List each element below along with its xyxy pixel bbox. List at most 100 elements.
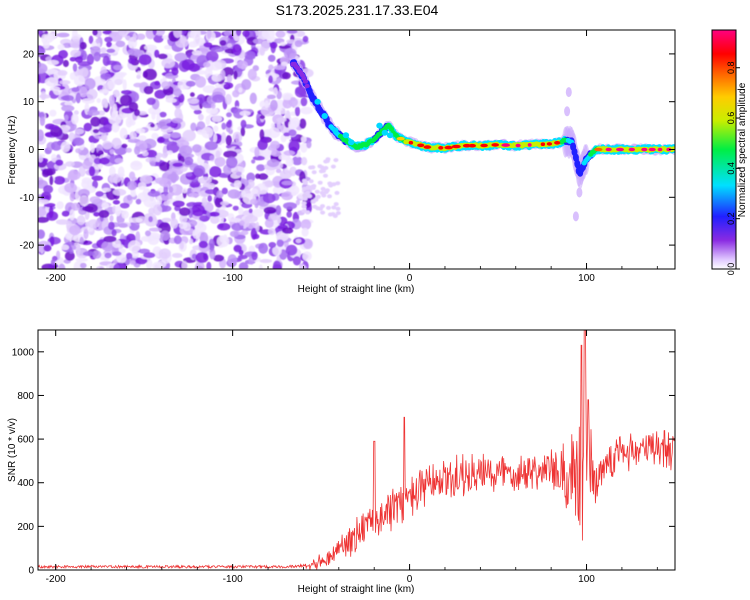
spectrogram-noise-blob xyxy=(168,186,174,193)
spectrogram-noise-blob xyxy=(102,140,113,150)
spectrogram-noise-blob xyxy=(38,94,51,99)
spectrogram-noise-blob xyxy=(170,132,181,139)
spectrogram-noise-blob xyxy=(195,252,209,263)
spectrogram-noise-blob xyxy=(250,227,258,240)
snr-y-ticks: 0 200 400 600 800 1000 xyxy=(12,347,675,577)
spectrogram-noise-blob xyxy=(232,205,239,211)
spectrogram-noise-blob xyxy=(104,252,112,259)
spectrogram-noise-blob xyxy=(170,218,179,229)
spectrogram-noise-blob xyxy=(227,119,232,125)
spectrogram-noise-blob xyxy=(143,68,157,81)
spectrogram-noise-blob xyxy=(64,114,69,122)
spectrogram-noise-blob xyxy=(205,107,219,115)
spectrogram-noise-blob xyxy=(220,69,226,80)
spectrogram-noise-blob xyxy=(109,215,114,222)
spectrogram-noise-blob xyxy=(264,218,274,228)
spectrogram-noise-blob xyxy=(49,86,61,91)
spectrogram-noise-blob xyxy=(104,36,113,43)
spectrogram-noise-blob xyxy=(46,211,59,221)
spectrogram-noise-blob xyxy=(254,146,260,158)
spectrogram-noise-blob xyxy=(335,211,341,216)
spectrogram-noise-blob xyxy=(283,202,297,210)
spectrogram-noise-blob xyxy=(127,48,142,56)
spectrogram-noise-blob xyxy=(166,122,176,127)
spectrogram-noise-blob xyxy=(232,43,242,56)
spectrogram-noise-blob xyxy=(248,208,253,214)
spectrogram-noise-blob xyxy=(76,243,81,256)
spectrogram-ridge-peak xyxy=(648,147,656,152)
spectrogram-noise-blob xyxy=(103,235,117,243)
spectrogram-noise-blob xyxy=(172,162,183,167)
y-tick-label: 600 xyxy=(17,435,34,446)
spectrogram-noise-blob xyxy=(57,44,65,50)
spectrogram-noise-blob xyxy=(109,166,116,177)
spectrogram-noise-blob xyxy=(137,70,142,76)
spectrogram-noise-blob xyxy=(306,193,312,198)
spectrogram-noise-blob xyxy=(301,227,309,237)
spectrogram-noise-blob xyxy=(238,262,249,269)
spectrogram-noise-blob xyxy=(245,54,256,60)
spectrogram-noise-blob xyxy=(226,112,232,118)
x-tick-label: 100 xyxy=(578,574,595,585)
spectrogram-noise-blob xyxy=(227,189,241,199)
spectrogram-noise-blob xyxy=(285,244,298,256)
spectrogram-noise-blob xyxy=(143,85,154,95)
spectrogram-ridge-peak xyxy=(527,143,532,147)
spectrogram-noise-blob xyxy=(128,119,136,126)
spectrogram-noise-blob xyxy=(101,130,107,142)
spectrogram-noise-blob xyxy=(161,81,171,90)
spectrogram-noise-blob xyxy=(302,196,308,201)
x-tick-label: -100 xyxy=(223,273,243,284)
spectrogram-ridge xyxy=(289,56,675,222)
spectrogram-noise-blob xyxy=(189,179,201,189)
spectrogram-noise-blob xyxy=(43,185,54,194)
y-tick-label: 0 xyxy=(28,145,34,156)
spectrogram-noise-blob xyxy=(275,205,282,216)
spectrogram-noise-blob xyxy=(101,187,111,192)
spectrogram-noise-blob xyxy=(211,115,223,123)
colorbar-tick-label: 0.8 xyxy=(726,61,736,74)
spectrogram-noise-blob xyxy=(84,203,98,213)
spectrogram-noise-blob xyxy=(179,207,191,216)
spectrogram-noise-blob xyxy=(266,159,280,168)
spectrogram-noise-blob xyxy=(96,98,101,104)
spectrogram-noise-blob xyxy=(305,210,311,215)
spectrogram-noise-blob xyxy=(128,102,139,112)
spectrogram-noise-blob xyxy=(82,160,93,170)
spectrogram-noise-blob xyxy=(152,204,163,216)
spectrogram-noise-blob xyxy=(267,127,281,138)
spectrogram-noise-blob xyxy=(232,90,240,98)
spectrogram-noise-blob xyxy=(251,251,258,261)
spectrogram-noise-blob xyxy=(214,156,226,167)
spectrogram-noise-blob xyxy=(127,240,141,253)
spectrogram-noise-blob xyxy=(119,127,128,140)
spectrogram-noise-blob xyxy=(271,150,282,157)
spectrogram-noise-blob xyxy=(211,103,216,109)
spectrogram-noise-blob xyxy=(209,155,215,161)
spectrogram-noise-blob xyxy=(111,137,122,149)
spectrogram-noise-blob xyxy=(191,204,206,217)
spectrogram-noise-blob xyxy=(83,122,93,132)
spectrogram-noise-blob xyxy=(190,92,195,97)
spectrogram-noise-blob xyxy=(290,97,296,102)
spectrogram-noise-blob xyxy=(257,139,268,151)
spectrogram-noise-blob xyxy=(240,126,246,137)
spectrogram-noise-blob xyxy=(160,230,171,241)
spectrogram-noise-blob xyxy=(210,46,225,53)
spectrogram-noise-blob xyxy=(112,103,118,115)
spectrogram-noise-blob xyxy=(50,141,62,151)
spectrogram-noise-blob xyxy=(310,186,316,190)
spectrogram-noise-blob xyxy=(227,254,238,266)
spectrogram-noise-blob xyxy=(55,159,64,166)
spectrogram-noise-blob xyxy=(335,206,341,211)
colorbar-label: Normalized spectral amplitude xyxy=(737,82,748,217)
spectrogram-noise-blob xyxy=(174,52,188,62)
spectrogram-noise-blob xyxy=(142,188,151,199)
spectrogram-noise-blob xyxy=(288,129,297,137)
spectrogram-ridge-peak xyxy=(417,143,425,148)
spectrogram-noise-blob xyxy=(64,182,77,193)
spectrogram-noise-blob xyxy=(209,211,220,217)
spectrogram-noise-blob xyxy=(223,150,238,158)
y-tick-label: 10 xyxy=(23,97,35,108)
spectrogram-noise-blob xyxy=(159,111,167,118)
